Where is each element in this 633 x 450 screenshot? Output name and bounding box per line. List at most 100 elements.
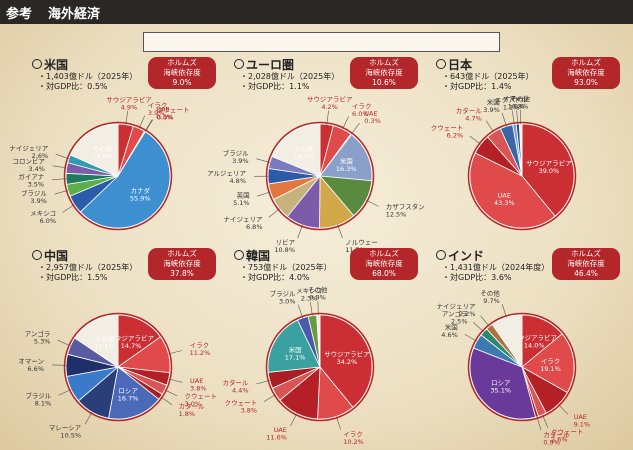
country-name: 韓国 (234, 247, 270, 264)
slice-label-9: アンゴラ (25, 329, 51, 338)
hormuz-dependency-badge: ホルムズ 海峡依存度 37.8% (148, 248, 216, 280)
slice-label-0: サウジアラビア (324, 349, 370, 358)
slice-label-9: アルジェリア (207, 169, 246, 177)
slice-value-11: 19.1% (294, 153, 315, 161)
chart-panel-3: 中国 ・2,957億ドル（2025年） ・対GDP比：1.5% ホルムズ 海峡依存度 37… (18, 247, 235, 447)
slice-label-1: イラク (352, 102, 372, 110)
pie-slice-5 (108, 366, 160, 420)
pie-outline (265, 312, 375, 422)
country-name: ユーロ圏 (234, 56, 294, 73)
slice-label-3: カタール (456, 106, 483, 115)
slice-label-4: 米国 (487, 97, 500, 106)
leader-line-2 (350, 122, 360, 135)
badge-badge-value: 93.0% (574, 78, 598, 87)
chart-panel-4: 韓国 ・753億ドル（2025年） ・対GDP比：4.0% ホルムズ 海峡依存度 68.0… (223, 247, 437, 447)
leader-line-0 (326, 110, 329, 125)
circle-bullet-icon (234, 250, 244, 260)
pie-slice-0 (117, 314, 161, 368)
slice-value-3: 3.8% (241, 407, 258, 415)
leader-line-6 (54, 190, 69, 195)
badge-badge1: ホルムズ (571, 58, 601, 67)
slice-label-3: クウェート (157, 106, 190, 114)
badge-badge1: ホルムズ (571, 249, 601, 258)
pie-slice-8 (316, 314, 321, 368)
pie-slice-0 (521, 123, 575, 217)
slice-label-2: UAE (574, 413, 587, 421)
slice-value-10: 3.9% (232, 157, 249, 165)
slice-label-0: サウジアラビア (106, 95, 152, 104)
slice-label-8: その他 (308, 285, 328, 294)
gdp-ratio: ・対GDP比：1.1% (240, 82, 310, 91)
slice-label-5: ノルウェー (345, 239, 378, 247)
slice-label-1: イラク (190, 342, 210, 350)
slice-label-6: ブラジル (270, 289, 296, 298)
country-name: 米国 (32, 56, 68, 73)
chart-panel-5: インド ・1,431億ドル（2024年度） ・対GDP比：3.6% ホルムズ 海峡依存度… (434, 247, 633, 447)
slice-value-3: 4.7% (465, 114, 482, 122)
badge-badge2: 海峡依存度 (365, 259, 403, 268)
country-label: ユーロ圏 (246, 58, 295, 72)
slice-value-8: 0.9% (309, 294, 326, 302)
slice-value-9: 9.7% (483, 297, 500, 305)
slice-value-5: 35.1% (490, 387, 511, 395)
leader-line-0 (125, 110, 129, 125)
slice-value-8: 6.6% (27, 365, 44, 373)
slice-label-5: ロシア (118, 387, 138, 395)
badge-badge2: 海峡依存度 (163, 68, 201, 77)
leader-line-7 (52, 178, 67, 180)
chart-panel-1: ユーロ圏 ・2,028億ドル（2025年） ・対GDP比：1.1% ホルムズ 海峡依存度… (207, 56, 437, 256)
slice-value-2: 11.6% (266, 434, 287, 442)
slice-label-5: ロシア (491, 379, 511, 387)
pie-outline (63, 121, 173, 231)
badge-badge-value: 68.0% (372, 269, 396, 278)
badge-badge2: 海峡依存度 (567, 68, 605, 77)
slice-value-3: 3.0% (185, 400, 202, 408)
slice-value-6: 10.8% (274, 246, 295, 254)
leader-line-2 (469, 135, 481, 145)
slice-value-6: 4.6% (441, 331, 458, 339)
leader-line-6 (516, 110, 519, 125)
slice-label-3: 米国 (340, 157, 353, 166)
badge-badge1: ホルムズ (369, 249, 399, 258)
pie-outline (265, 121, 375, 231)
slice-label-2: UAE (274, 426, 287, 434)
leader-line-5 (512, 110, 515, 125)
slice-value-8: 5.1% (233, 199, 250, 207)
gdp-ratio: ・対GDP比：1.4% (442, 82, 512, 91)
leader-line-8 (52, 165, 67, 169)
slice-label-8: 英国 (237, 191, 250, 200)
pie-outline (467, 312, 577, 422)
chart-panel-2: 日本 ・643億ドル（2025年） ・対GDP比：1.4% ホルムズ 海峡依存度 93.0… (431, 56, 633, 256)
slice-value-3: 16.3% (336, 165, 357, 173)
slice-label-2: UAE (364, 110, 377, 118)
slice-value-2: 0.3% (156, 113, 173, 121)
leader-line-3 (145, 119, 153, 132)
slice-label-4: カタール (179, 401, 206, 410)
slice-label-10: その他 (95, 334, 115, 343)
badge-badge-value: 46.4% (574, 269, 598, 278)
slice-label-10: その他 (93, 144, 113, 153)
slice-value-6: 3.9% (30, 197, 47, 205)
slice-value-3: 2.6% (551, 436, 568, 444)
country-name: 日本 (436, 56, 472, 73)
gdp-ratio: ・対GDP比：1.5% (38, 273, 108, 282)
slice-value-5: 16.7% (118, 394, 139, 402)
hormuz-dependency-badge: ホルムズ 海峡依存度 93.0% (552, 57, 620, 89)
slice-value-6: 1.0% (508, 103, 525, 111)
slice-label-7: ナイジェリア (224, 216, 264, 224)
slice-value-4: 0.9% (543, 438, 560, 446)
slice-value-1: 3.9% (148, 109, 165, 117)
leader-line-6 (464, 333, 478, 342)
leader-line-8 (480, 315, 490, 327)
gdp-ratio: ・対GDP比：3.6% (442, 273, 512, 282)
pie-slice-5 (267, 319, 321, 373)
slice-label-9: ナイジェリア (9, 145, 49, 153)
pie-slice-3 (319, 134, 373, 182)
badge-badge1: ホルムズ (167, 58, 197, 67)
leader-line-3 (164, 389, 178, 397)
leader-line-3 (485, 120, 494, 133)
